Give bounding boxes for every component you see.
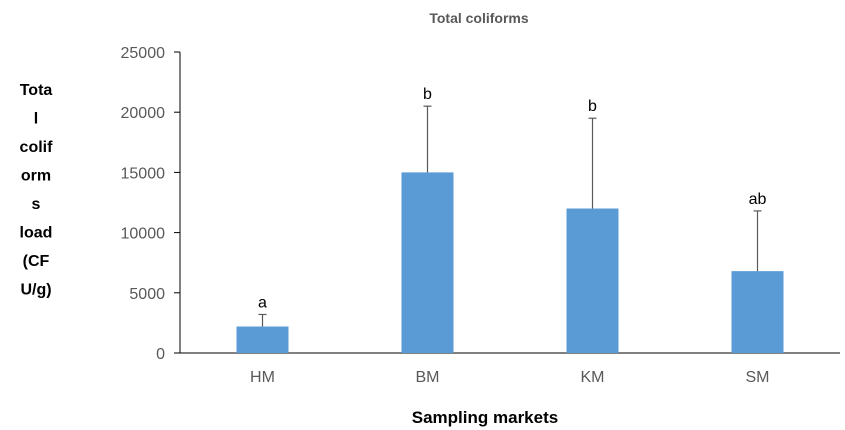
y-axis-label-line: Tota: [20, 82, 53, 99]
bars: a HM b BM b KM ab SM: [236, 86, 784, 386]
bar-bm: [401, 172, 454, 353]
y-tick-label: 20000: [121, 105, 166, 122]
significance-label: ab: [749, 191, 767, 208]
x-tick-label: SM: [746, 369, 770, 386]
x-axis-label: Sampling markets: [412, 408, 558, 427]
y-axis-label-line: colif: [20, 139, 54, 156]
y-tick-label: 5000: [129, 286, 165, 303]
y-axis-label-line: U/g): [20, 282, 51, 299]
significance-label: a: [258, 294, 267, 311]
x-tick-label: HM: [250, 369, 275, 386]
y-axis: 0 5000 10000 15000 20000 25000: [121, 45, 181, 363]
y-tick-label: 10000: [121, 226, 166, 243]
x-tick-label: BM: [416, 369, 440, 386]
significance-label: b: [423, 86, 432, 103]
y-axis-label-line: l: [34, 111, 38, 128]
chart-title: Total coliforms: [429, 10, 529, 26]
significance-label: b: [588, 98, 597, 115]
y-axis-label-line: s: [32, 196, 41, 213]
y-axis-label-line: orm: [21, 168, 51, 185]
y-tick-label: 25000: [121, 45, 166, 62]
bar-sm: [731, 271, 784, 353]
y-tick-label: 0: [156, 346, 165, 363]
y-tick-label: 15000: [121, 165, 166, 182]
y-axis-label-line: (CF: [23, 253, 50, 270]
x-tick-label: KM: [581, 369, 605, 386]
y-axis-label: Tota l colif orm s load (CF U/g): [20, 82, 54, 299]
bar-hm: [236, 326, 289, 353]
bar-km: [566, 208, 619, 353]
y-axis-label-line: load: [20, 225, 53, 242]
